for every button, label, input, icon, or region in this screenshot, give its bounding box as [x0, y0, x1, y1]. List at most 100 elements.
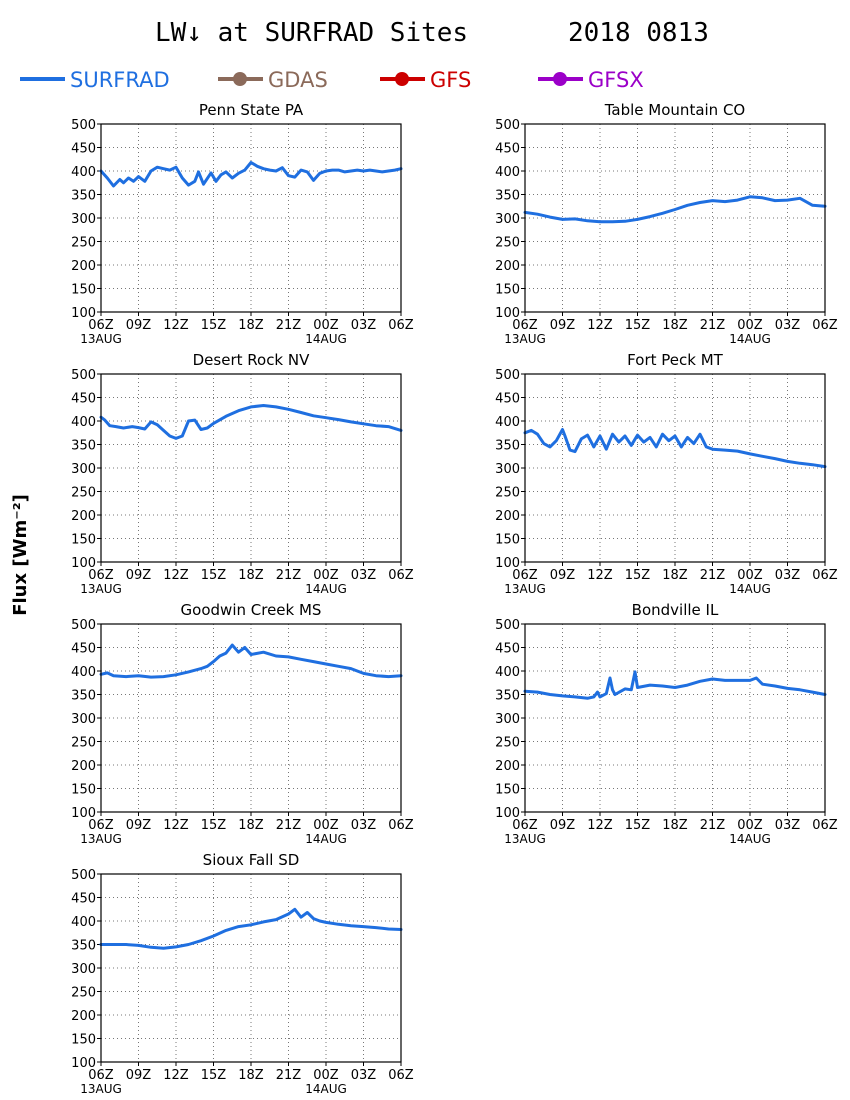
panel-title: Fort Peck MT [627, 351, 723, 369]
y-tick-label: 350 [71, 189, 96, 204]
x-tick-label: 03Z [775, 568, 801, 583]
y-tick-label: 150 [495, 283, 520, 298]
y-tick-label: 100 [71, 806, 96, 821]
y-tick-label: 100 [495, 306, 520, 321]
x-tick-label: 12Z [163, 318, 189, 333]
x-tick-label: 21Z [700, 818, 726, 833]
y-tick-label: 400 [495, 665, 520, 680]
panel-table-mountain-co: Table Mountain CO 100 150 200 250 300 350 400 45… [495, 101, 838, 346]
date-label: 13AUG [80, 582, 122, 596]
x-tick-label: 06Z [512, 318, 538, 333]
x-tick-label: 00Z [737, 818, 763, 833]
date-label: 13AUG [504, 332, 546, 346]
x-tick-label: 06Z [388, 1068, 414, 1083]
panel-title: Sioux Fall SD [203, 851, 300, 869]
x-tick-label: 15Z [201, 568, 227, 583]
x-tick-label: 12Z [587, 818, 613, 833]
x-tick-label: 15Z [625, 568, 651, 583]
y-tick-label: 300 [71, 712, 96, 727]
figure-title: LW↓ at SURFRAD Sites [155, 18, 468, 48]
series-line-surfrad [523, 670, 827, 700]
y-tick-label: 300 [495, 712, 520, 727]
x-tick-label: 06Z [812, 318, 838, 333]
x-tick-label: 06Z [88, 1068, 114, 1083]
panel-title: Goodwin Creek MS [181, 601, 322, 619]
panel-fort-peck-mt: Fort Peck MT 100 150 200 250 300 350 400 450 500 0… [495, 351, 838, 596]
x-tick-label: 00Z [313, 568, 339, 583]
legend-label: SURFRAD [70, 68, 170, 92]
x-tick-label: 12Z [587, 568, 613, 583]
y-tick-label: 250 [495, 486, 520, 501]
y-tick-label: 250 [495, 736, 520, 751]
y-tick-label: 450 [495, 392, 520, 407]
y-tick-label: 350 [495, 439, 520, 454]
y-tick-label: 450 [71, 642, 96, 657]
x-tick-label: 03Z [351, 818, 377, 833]
x-tick-label: 06Z [388, 568, 414, 583]
legend-label: GDAS [268, 68, 328, 92]
x-tick-label: 12Z [163, 1068, 189, 1083]
legend-item-gfs: GFS [380, 68, 471, 92]
date-label: 13AUG [504, 582, 546, 596]
x-tick-label: 00Z [737, 318, 763, 333]
y-tick-label: 500 [71, 868, 96, 883]
y-tick-label: 300 [71, 462, 96, 477]
x-tick-label: 06Z [88, 818, 114, 833]
date-label: 14AUG [305, 332, 347, 346]
date-label: 14AUG [305, 1082, 347, 1096]
date-label: 14AUG [729, 582, 771, 596]
series-line-surfrad [523, 428, 827, 469]
y-axis-label: Flux [Wm⁻²] [10, 494, 31, 616]
x-tick-label: 12Z [587, 318, 613, 333]
x-tick-label: 21Z [276, 568, 302, 583]
x-tick-label: 09Z [550, 818, 576, 833]
x-tick-label: 09Z [550, 568, 576, 583]
panel-bondville-il: Bondville IL 100 150 200 250 300 350 400 450 500 0… [495, 601, 838, 846]
x-tick-label: 12Z [163, 818, 189, 833]
date-label: 14AUG [305, 832, 347, 846]
y-tick-label: 150 [495, 783, 520, 798]
y-tick-label: 400 [71, 165, 96, 180]
y-tick-label: 350 [495, 689, 520, 704]
y-tick-label: 100 [71, 556, 96, 571]
y-tick-label: 300 [71, 212, 96, 227]
gridlines [101, 374, 401, 562]
y-tick-label: 350 [71, 439, 96, 454]
panel-penn-state-pa: Penn State PA 100 150 200 250 300 350 400 450 500… [71, 101, 414, 346]
y-tick-label: 400 [71, 665, 96, 680]
x-tick-label: 03Z [351, 318, 377, 333]
x-tick-label: 06Z [388, 818, 414, 833]
x-tick-label: 00Z [313, 818, 339, 833]
x-tick-label: 21Z [276, 818, 302, 833]
y-tick-label: 250 [71, 486, 96, 501]
legend-marker [233, 72, 247, 86]
plot-frame [524, 373, 826, 563]
legend-label: GFS [430, 68, 471, 92]
x-tick-label: 06Z [812, 568, 838, 583]
y-tick-label: 500 [495, 118, 520, 133]
y-tick-label: 150 [495, 533, 520, 548]
y-tick-label: 250 [71, 236, 96, 251]
y-tick-label: 200 [495, 509, 520, 524]
plot-frame [524, 123, 826, 313]
y-tick-label: 200 [495, 759, 520, 774]
x-tick-label: 06Z [88, 568, 114, 583]
y-tick-label: 200 [71, 759, 96, 774]
plot-frame [100, 873, 402, 1063]
x-tick-label: 09Z [126, 818, 152, 833]
x-tick-label: 18Z [662, 818, 688, 833]
x-tick-label: 15Z [201, 1068, 227, 1083]
y-tick-label: 150 [71, 533, 96, 548]
date-label: 13AUG [80, 1082, 122, 1096]
y-tick-label: 200 [495, 259, 520, 274]
panel-desert-rock-nv: Desert Rock NV 100 150 200 250 300 350 400 450 50… [71, 351, 414, 596]
y-tick-label: 450 [71, 142, 96, 157]
x-tick-label: 03Z [351, 1068, 377, 1083]
x-tick-label: 06Z [88, 318, 114, 333]
y-tick-label: 200 [71, 259, 96, 274]
panel-title: Bondville IL [632, 601, 719, 619]
panel-sioux-fall-sd: Sioux Fall SD 100 150 200 250 300 350 400 450 500… [71, 851, 414, 1096]
x-tick-label: 09Z [126, 568, 152, 583]
x-tick-label: 00Z [313, 318, 339, 333]
legend-label: GFSX [588, 68, 644, 92]
